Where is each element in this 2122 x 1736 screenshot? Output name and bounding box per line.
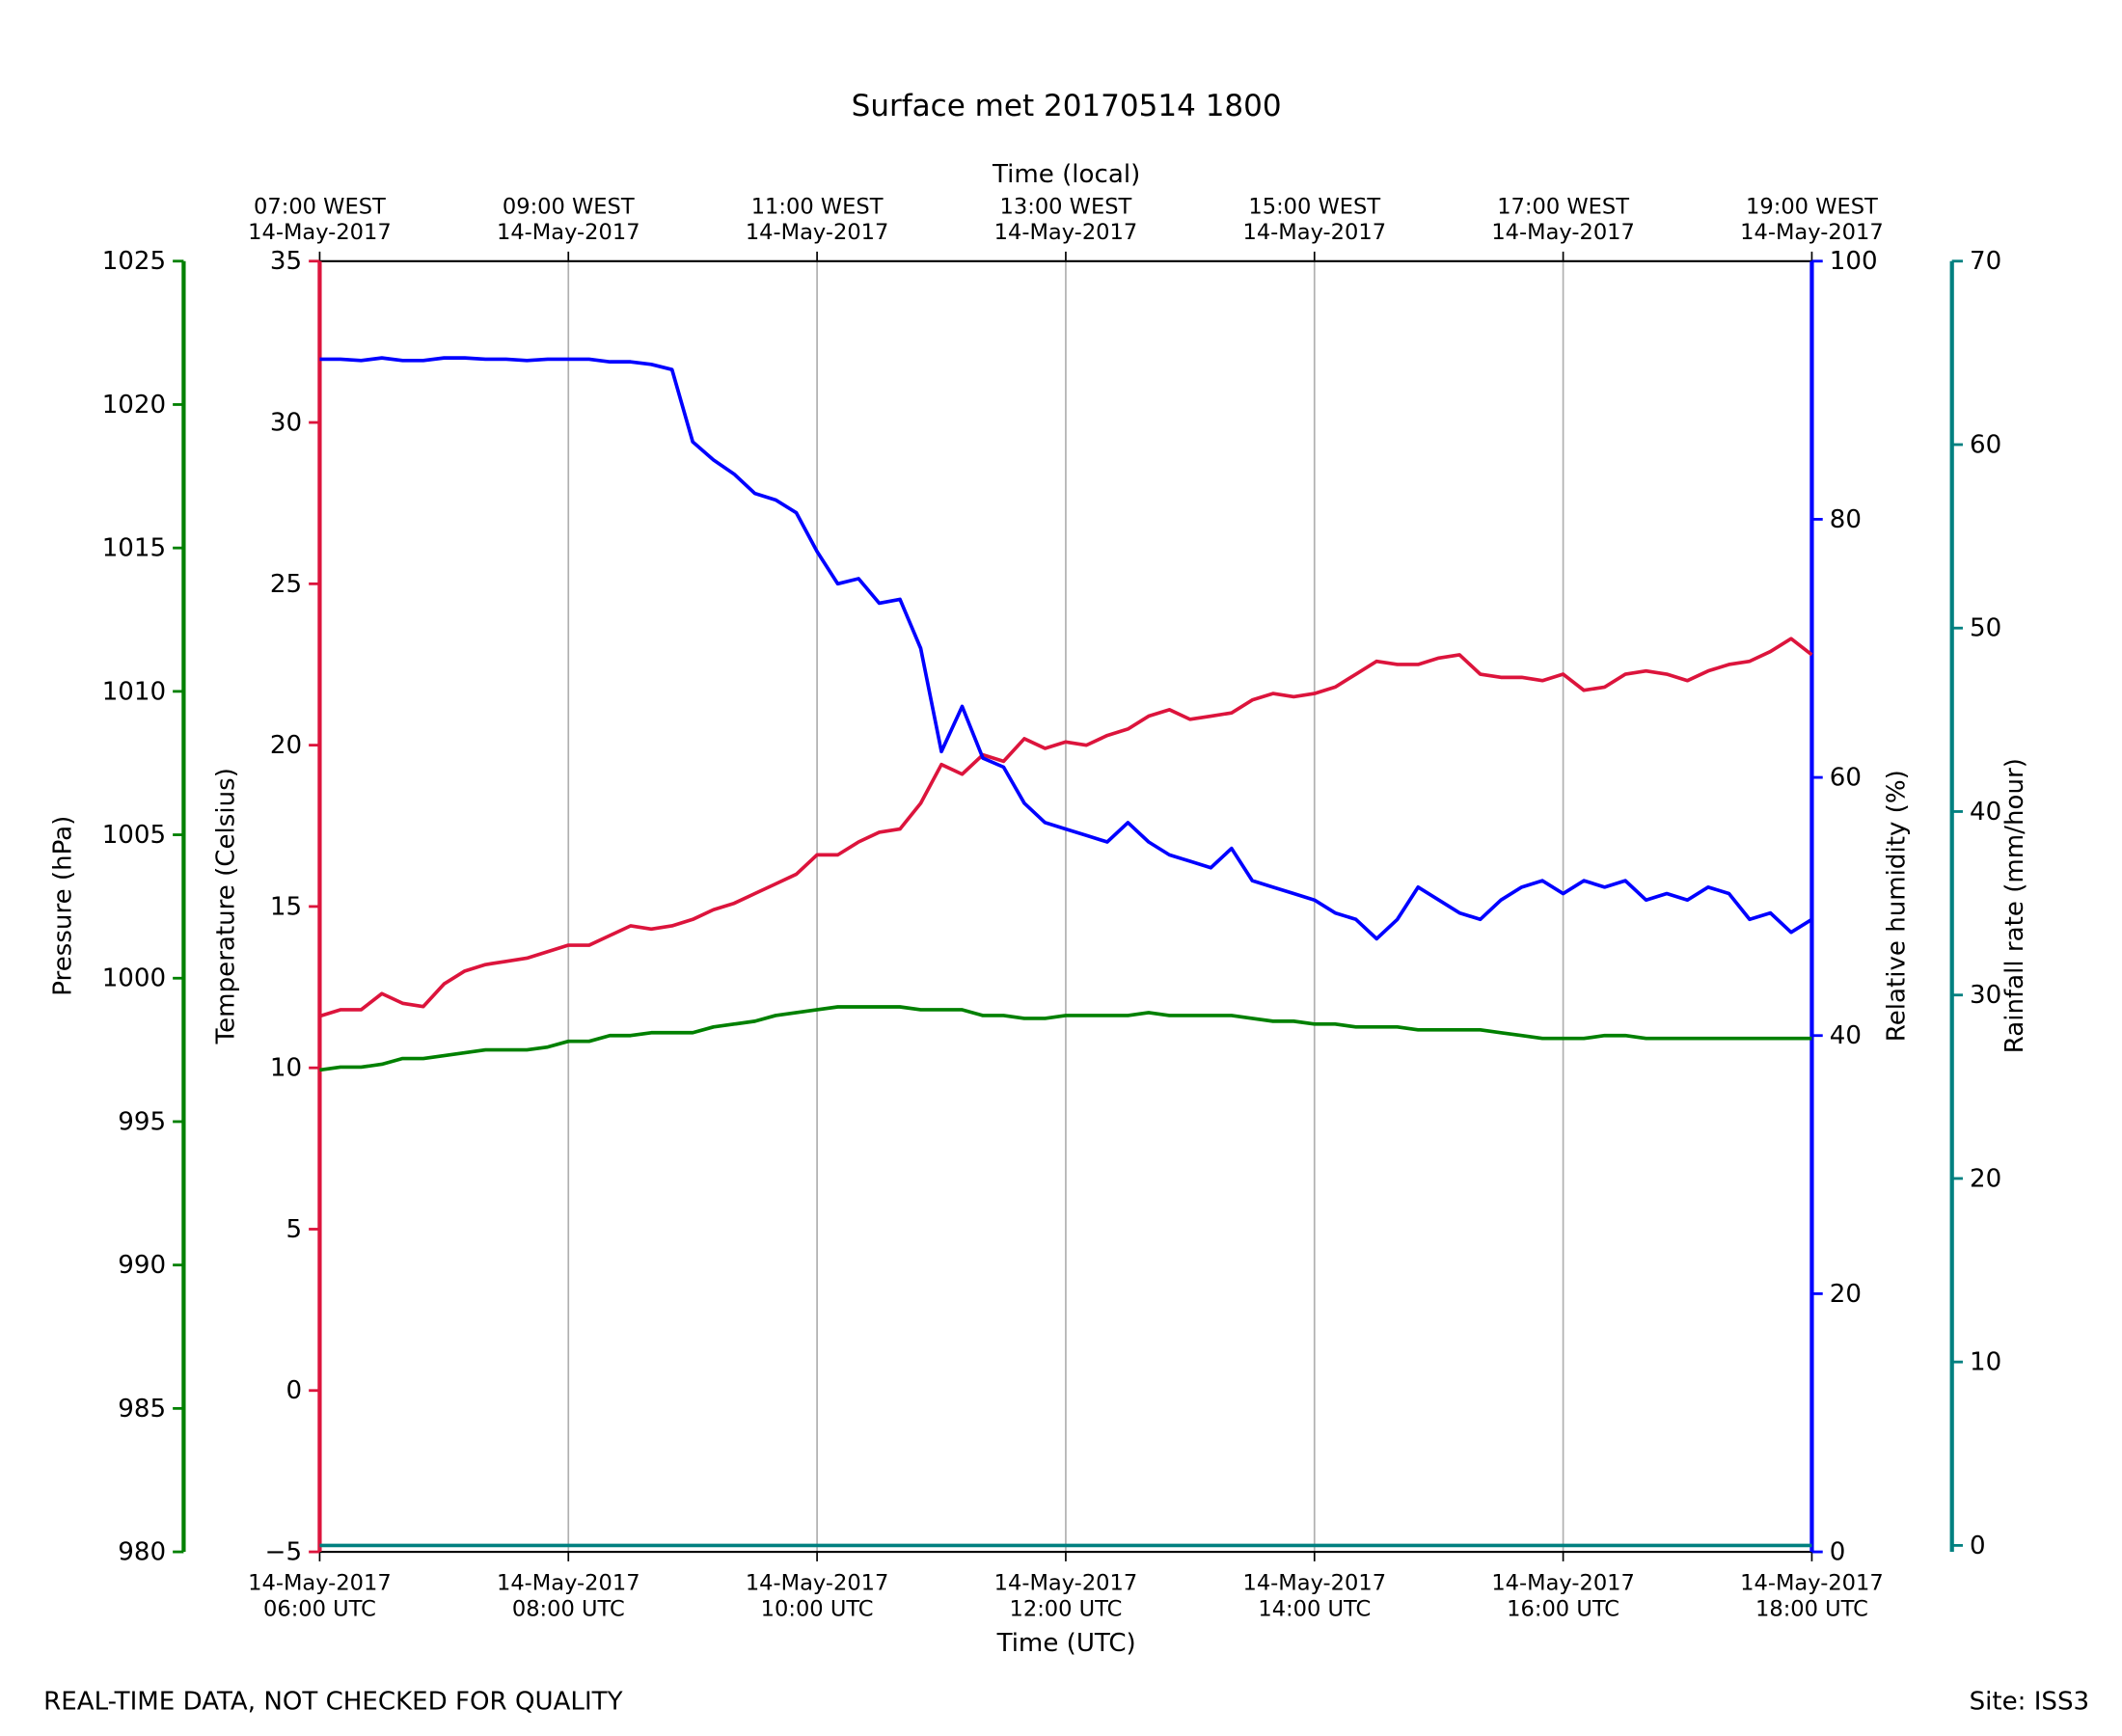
x-tick-label: 14-May-2017 14:00 UTC xyxy=(1242,1571,1386,1622)
x2-tick-label-line: 14-May-2017 xyxy=(1491,220,1635,245)
x-tick-label: 14-May-2017 12:00 UTC xyxy=(994,1571,1138,1622)
y2-tick-label: 20 xyxy=(1830,1280,1862,1309)
x2-tick-label-line: 14-May-2017 xyxy=(1740,220,1884,245)
y3-axis-label: Pressure (hPa) xyxy=(48,816,77,996)
y4-tick-label: 50 xyxy=(1970,614,2001,643)
y3-tick-label: 1005 xyxy=(102,821,166,850)
y3-tick-label: 1015 xyxy=(102,534,166,563)
x2-tick-label-line: 14-May-2017 xyxy=(248,220,392,245)
y3-tick-label: 995 xyxy=(118,1107,166,1136)
x-tick-label: 14-May-2017 16:00 UTC xyxy=(1491,1571,1635,1622)
y-tick-label: 10 xyxy=(270,1054,302,1083)
series-line xyxy=(318,637,1813,1018)
x2-tick-label-line: 07:00 WEST xyxy=(254,194,386,219)
x-tick-label-line: 14-May-2017 xyxy=(746,1571,889,1596)
x2-tick-label: 17:00 WEST 14-May-2017 xyxy=(1491,194,1635,245)
y3-tick-label: 1010 xyxy=(102,677,166,706)
y3-tick-label: 980 xyxy=(118,1538,166,1567)
y2-axis-label: Relative humidity (%) xyxy=(1882,770,1911,1042)
y-tick-label: 15 xyxy=(270,892,302,921)
x-tick-label-line: 16:00 UTC xyxy=(1507,1596,1619,1621)
y4-tick-label: 40 xyxy=(1970,798,2001,827)
x-tick-label-line: 14-May-2017 xyxy=(497,1571,640,1596)
y4-tick-label: 0 xyxy=(1970,1532,1986,1560)
x2-axis-label: Time (local) xyxy=(992,160,1140,189)
y-tick-label: 0 xyxy=(286,1376,303,1405)
y3-tick-label: 1025 xyxy=(102,247,166,276)
x-tick-label: 14-May-2017 06:00 UTC xyxy=(248,1571,392,1622)
y4-tick-label: 30 xyxy=(1970,981,2001,1010)
y2-tick-label: 80 xyxy=(1830,505,1862,534)
y2-tick-label: 100 xyxy=(1830,247,1878,276)
y-tick-label: 25 xyxy=(270,570,302,599)
x2-tick-label-line: 14-May-2017 xyxy=(746,220,889,245)
x2-tick-label: 09:00 WEST 14-May-2017 xyxy=(497,194,640,245)
x-tick-label-line: 10:00 UTC xyxy=(761,1596,874,1621)
x2-tick-label: 13:00 WEST 14-May-2017 xyxy=(994,194,1138,245)
x2-tick-label-line: 14-May-2017 xyxy=(1242,220,1386,245)
x-axis-label: Time (UTC) xyxy=(996,1629,1136,1658)
y-tick-label: 5 xyxy=(286,1215,303,1244)
y3-tick-label: 990 xyxy=(118,1251,166,1280)
y4-axis-label: Rainfall rate (mm/hour) xyxy=(2000,758,2029,1053)
x-tick-label-line: 14:00 UTC xyxy=(1258,1596,1371,1621)
x2-tick-label-line: 14-May-2017 xyxy=(497,220,640,245)
y4-tick-label: 70 xyxy=(1970,247,2001,276)
series-line xyxy=(319,356,1813,941)
y4-tick-label: 60 xyxy=(1970,430,2001,459)
x-tick-label-line: 12:00 UTC xyxy=(1010,1596,1123,1621)
x-tick-label: 14-May-2017 18:00 UTC xyxy=(1740,1571,1884,1622)
footer-note: REAL-TIME DATA, NOT CHECKED FOR QUALITY xyxy=(43,1688,622,1717)
x-tick-label-line: 14-May-2017 xyxy=(248,1571,392,1596)
x-tick-label-line: 18:00 UTC xyxy=(1755,1596,1868,1621)
y-tick-label: 35 xyxy=(270,247,302,276)
y-tick-label: −5 xyxy=(265,1538,302,1567)
x2-tick-label-line: 13:00 WEST xyxy=(1000,194,1132,219)
y2-tick-label: 40 xyxy=(1830,1021,1862,1050)
y2-tick-label: 0 xyxy=(1830,1538,1846,1567)
x-tick-label-line: 14-May-2017 xyxy=(1491,1571,1635,1596)
footer-site: Site: ISS3 xyxy=(1970,1688,2090,1717)
x-tick-label-line: 08:00 UTC xyxy=(512,1596,625,1621)
x2-tick-label: 11:00 WEST 14-May-2017 xyxy=(746,194,889,245)
x2-tick-label-line: 11:00 WEST xyxy=(751,194,884,219)
y2-tick-label: 60 xyxy=(1830,764,1862,793)
x-tick-label-line: 06:00 UTC xyxy=(263,1596,376,1621)
x-tick-label-line: 14-May-2017 xyxy=(1740,1571,1884,1596)
x2-tick-label: 19:00 WEST 14-May-2017 xyxy=(1740,194,1884,245)
series-line xyxy=(319,1005,1812,1072)
x-tick-label: 14-May-2017 10:00 UTC xyxy=(746,1571,889,1622)
x-tick-label: 14-May-2017 08:00 UTC xyxy=(497,1571,640,1622)
y-tick-label: 30 xyxy=(270,409,302,438)
y4-tick-label: 10 xyxy=(1970,1348,2001,1377)
x2-tick-label: 07:00 WEST 14-May-2017 xyxy=(248,194,392,245)
x2-tick-label-line: 19:00 WEST xyxy=(1746,194,1878,219)
y3-tick-label: 1000 xyxy=(102,964,166,993)
y4-tick-label: 20 xyxy=(1970,1164,2001,1193)
x2-tick-label-line: 17:00 WEST xyxy=(1497,194,1629,219)
x2-tick-label: 15:00 WEST 14-May-2017 xyxy=(1242,194,1386,245)
y-tick-label: 20 xyxy=(270,731,302,760)
x2-tick-label-line: 14-May-2017 xyxy=(994,220,1138,245)
y3-tick-label: 1020 xyxy=(102,391,166,420)
y-axis-label: Temperature (Celsius) xyxy=(212,768,241,1044)
x2-tick-label-line: 09:00 WEST xyxy=(503,194,635,219)
x-tick-label-line: 14-May-2017 xyxy=(1242,1571,1386,1596)
chart-title: Surface met 20170514 1800 xyxy=(852,89,1282,123)
x-tick-label-line: 14-May-2017 xyxy=(994,1571,1138,1596)
x2-tick-label-line: 15:00 WEST xyxy=(1248,194,1380,219)
y3-tick-label: 985 xyxy=(118,1395,166,1424)
